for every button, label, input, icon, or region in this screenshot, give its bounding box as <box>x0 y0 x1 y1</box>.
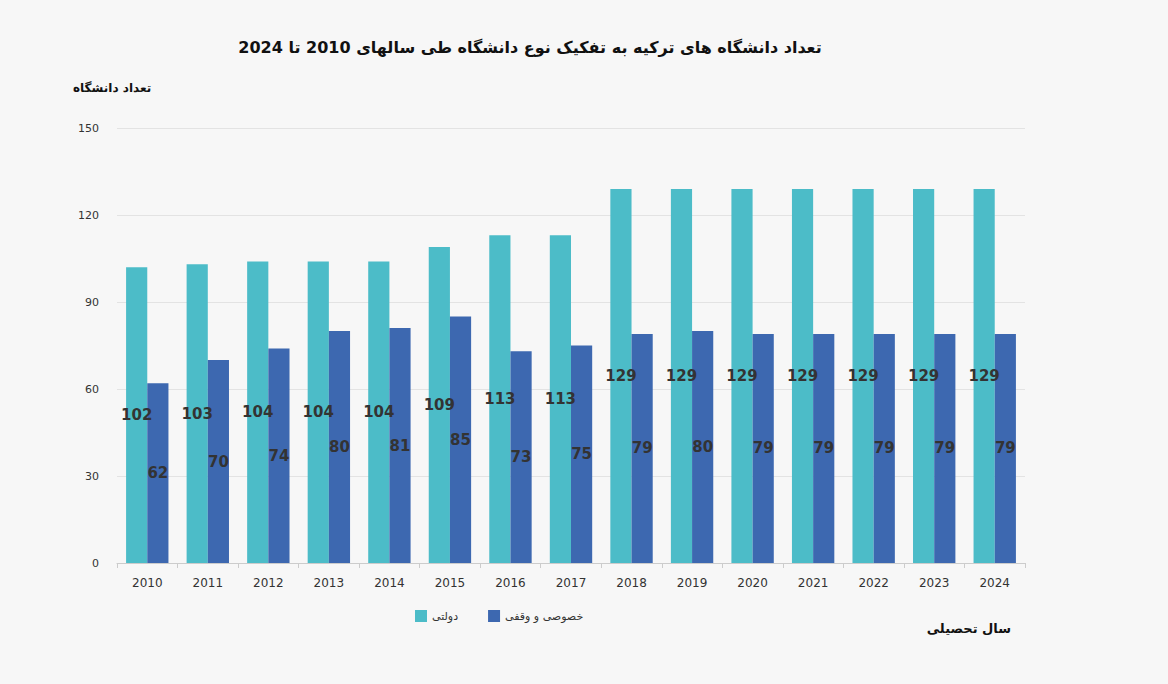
svg-text:120: 120 <box>78 209 99 222</box>
svg-text:2014: 2014 <box>374 576 405 590</box>
svg-text:79: 79 <box>995 439 1016 457</box>
svg-text:129: 129 <box>847 367 878 385</box>
svg-text:73: 73 <box>511 448 532 466</box>
svg-text:150: 150 <box>78 122 99 135</box>
svg-text:104: 104 <box>303 403 334 421</box>
svg-text:2016: 2016 <box>495 576 526 590</box>
svg-text:دولتی: دولتی <box>432 610 458 623</box>
svg-text:80: 80 <box>329 438 350 456</box>
svg-text:79: 79 <box>632 439 653 457</box>
svg-text:30: 30 <box>85 470 99 483</box>
svg-text:60: 60 <box>85 383 99 396</box>
svg-text:129: 129 <box>726 367 757 385</box>
svg-text:تعداد دانشگاه: تعداد دانشگاه <box>73 81 151 95</box>
svg-text:102: 102 <box>121 406 152 424</box>
svg-text:2015: 2015 <box>435 576 466 590</box>
svg-text:79: 79 <box>753 439 774 457</box>
svg-text:سال تحصیلی: سال تحصیلی <box>927 621 1011 636</box>
svg-text:129: 129 <box>908 367 939 385</box>
svg-text:79: 79 <box>813 439 834 457</box>
svg-text:2019: 2019 <box>677 576 708 590</box>
svg-text:104: 104 <box>242 403 273 421</box>
svg-text:80: 80 <box>692 438 713 456</box>
svg-text:2017: 2017 <box>556 576 587 590</box>
svg-text:129: 129 <box>787 367 818 385</box>
svg-text:2010: 2010 <box>132 576 163 590</box>
svg-text:2020: 2020 <box>737 576 768 590</box>
svg-text:2024: 2024 <box>979 576 1010 590</box>
svg-text:2023: 2023 <box>919 576 950 590</box>
svg-text:129: 129 <box>968 367 999 385</box>
svg-text:2011: 2011 <box>193 576 224 590</box>
svg-text:2018: 2018 <box>616 576 647 590</box>
svg-text:104: 104 <box>363 403 394 421</box>
svg-text:109: 109 <box>424 396 455 414</box>
svg-text:74: 74 <box>268 447 289 465</box>
svg-text:2013: 2013 <box>314 576 345 590</box>
svg-text:81: 81 <box>390 437 411 455</box>
svg-text:2012: 2012 <box>253 576 284 590</box>
svg-text:129: 129 <box>666 367 697 385</box>
svg-text:75: 75 <box>571 445 592 463</box>
svg-text:2022: 2022 <box>858 576 889 590</box>
svg-text:129: 129 <box>605 367 636 385</box>
svg-text:79: 79 <box>874 439 895 457</box>
svg-text:103: 103 <box>182 405 213 423</box>
svg-text:خصوصی و وقفی: خصوصی و وقفی <box>505 610 583 623</box>
svg-text:70: 70 <box>208 453 229 471</box>
svg-text:62: 62 <box>147 464 168 482</box>
svg-text:تعداد دانشگاه های ترکیه به تفک: تعداد دانشگاه های ترکیه به تفکیک نوع دان… <box>238 38 821 57</box>
svg-text:90: 90 <box>85 296 99 309</box>
svg-text:113: 113 <box>484 390 515 408</box>
svg-text:113: 113 <box>545 390 576 408</box>
svg-text:79: 79 <box>934 439 955 457</box>
svg-text:0: 0 <box>92 557 99 570</box>
svg-text:85: 85 <box>450 431 471 449</box>
svg-text:2021: 2021 <box>798 576 829 590</box>
